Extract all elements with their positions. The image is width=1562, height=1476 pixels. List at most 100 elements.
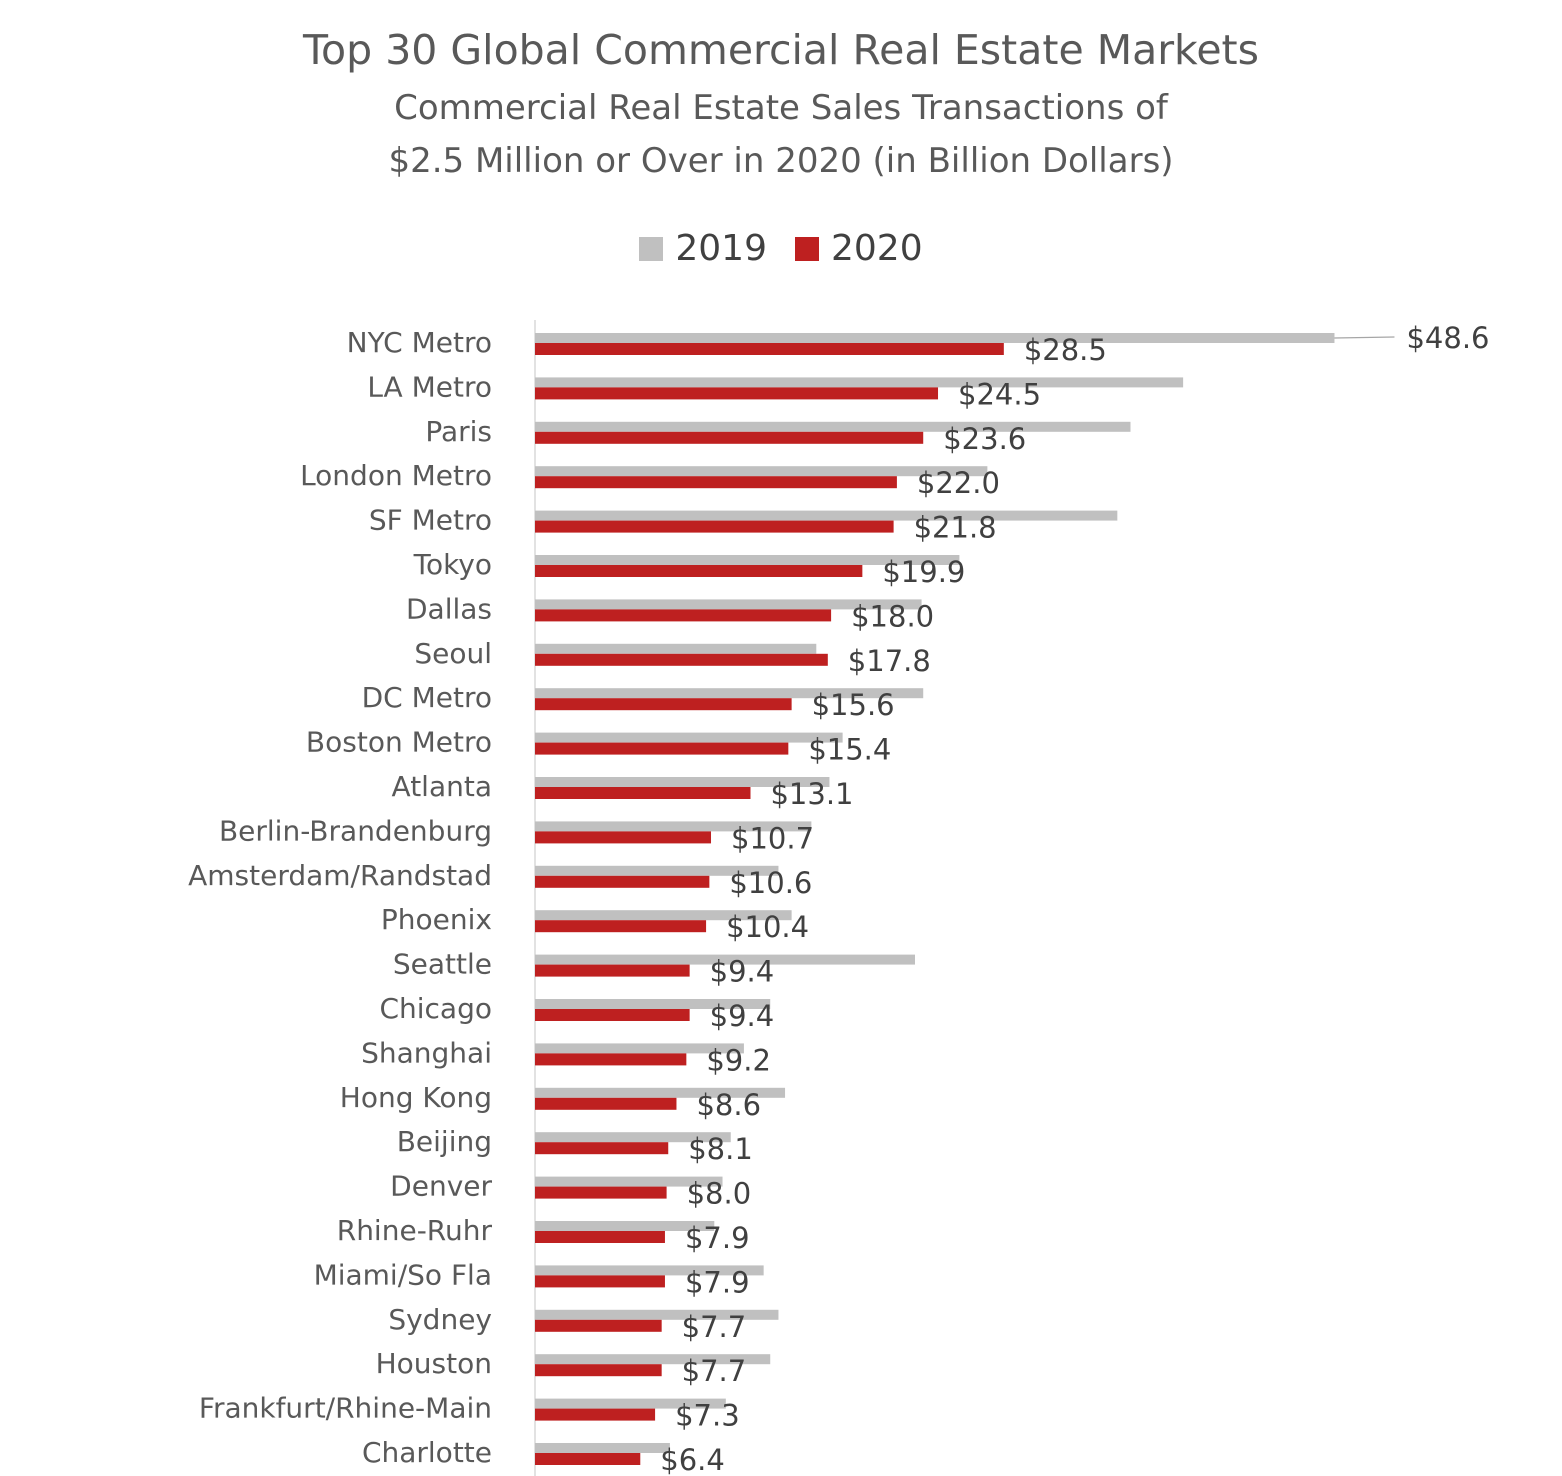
bar-2019 xyxy=(535,1043,744,1054)
value-label-2020: $23.6 xyxy=(943,422,1026,456)
bar-2019 xyxy=(535,599,922,610)
bar-2019 xyxy=(535,1309,779,1320)
bar-2020 xyxy=(535,1364,662,1377)
bar-2019 xyxy=(535,1265,764,1276)
value-label-2020: $10.6 xyxy=(729,866,812,900)
bar-2019 xyxy=(535,688,924,699)
value-label-2020: $7.3 xyxy=(675,1399,740,1433)
bar-2020 xyxy=(535,1142,669,1155)
value-label-2020: $15.6 xyxy=(812,688,895,722)
category-label: Rhine-Ruhr xyxy=(337,1214,493,1247)
category-label: Berlin-Brandenburg xyxy=(219,814,492,847)
category-label: London Metro xyxy=(300,459,492,492)
bar-2020 xyxy=(535,1408,656,1421)
chart-subtitle-line-1: Commercial Real Estate Sales Transaction… xyxy=(394,88,1168,128)
bar-2020 xyxy=(535,387,939,400)
value-label-2020: $21.8 xyxy=(914,511,997,545)
category-label: NYC Metro xyxy=(347,326,492,359)
bar-2020 xyxy=(535,476,897,489)
bar-2019 xyxy=(535,555,960,565)
bar-2019 xyxy=(535,1443,670,1453)
legend: 2019 2020 xyxy=(0,228,1562,269)
value-label-2020: $7.9 xyxy=(685,1265,750,1299)
value-label-2020: $8.1 xyxy=(688,1132,753,1166)
bar-2020 xyxy=(535,653,828,666)
bar-2019 xyxy=(535,954,915,965)
bar-2019 xyxy=(535,377,1184,388)
value-label-2020: $6.4 xyxy=(660,1443,725,1476)
bar-2020 xyxy=(535,1009,690,1021)
category-label: Houston xyxy=(376,1347,492,1380)
bar-2020 xyxy=(535,1231,665,1243)
value-label-2020: $7.9 xyxy=(685,1221,750,1255)
category-label: Miami/So Fla xyxy=(314,1258,492,1291)
bar-2019 xyxy=(535,777,830,787)
bar-2019 xyxy=(535,510,1118,521)
category-label: Denver xyxy=(390,1170,492,1203)
bar-2019 xyxy=(535,821,812,832)
bar-2019 xyxy=(535,1087,786,1098)
bar-2019 xyxy=(535,732,843,743)
bar-2020 xyxy=(535,431,924,444)
value-label-2020: $15.4 xyxy=(808,733,891,767)
bar-2020 xyxy=(535,1053,687,1066)
value-label-2020: $9.2 xyxy=(706,1043,771,1077)
bar-2020 xyxy=(535,565,863,577)
callout-label-2019: $48.6 xyxy=(1406,321,1489,355)
category-label: DC Metro xyxy=(362,681,492,714)
bar-2020 xyxy=(535,1453,641,1465)
bar-2019 xyxy=(535,421,1131,432)
bar-2020 xyxy=(535,831,712,844)
value-label-2020: $18.0 xyxy=(851,599,934,633)
bar-2020 xyxy=(535,875,710,888)
bar-2020 xyxy=(535,698,792,711)
category-label: LA Metro xyxy=(367,370,492,403)
value-label-2020: $8.6 xyxy=(696,1088,761,1122)
legend-swatch-2019 xyxy=(639,236,664,261)
bar-2020 xyxy=(535,920,707,933)
category-label: Hong Kong xyxy=(340,1081,492,1114)
chart-subtitle-line-2: $2.5 Million or Over in 2020 (in Billion… xyxy=(388,141,1174,181)
bar-2020 xyxy=(535,1186,667,1199)
category-label: Seattle xyxy=(393,948,492,981)
value-label-2020: $7.7 xyxy=(682,1310,747,1344)
value-label-2020: $9.4 xyxy=(710,955,775,989)
category-label: Paris xyxy=(425,415,492,448)
value-label-2020: $10.7 xyxy=(731,821,814,855)
category-label: Seoul xyxy=(414,637,492,670)
legend-item-2020: 2020 xyxy=(795,228,923,269)
value-label-2020: $8.0 xyxy=(687,1177,752,1211)
category-label: Chicago xyxy=(379,992,492,1025)
value-label-2020: $22.0 xyxy=(917,466,1000,500)
legend-label-2020: 2020 xyxy=(831,228,923,269)
value-label-2020: $10.4 xyxy=(726,910,809,944)
bar-2019 xyxy=(535,1354,771,1365)
category-label: Dallas xyxy=(406,592,492,625)
legend-label-2019: 2019 xyxy=(675,228,767,269)
bar-2019 xyxy=(535,1221,715,1231)
bar-2019 xyxy=(535,333,1335,343)
bar-2020 xyxy=(535,742,789,755)
category-label: Phoenix xyxy=(381,903,492,936)
value-label-2020: $13.1 xyxy=(770,777,853,811)
bar-2020 xyxy=(535,1097,677,1110)
bar-2019 xyxy=(535,1132,731,1143)
bar-2019 xyxy=(535,1176,723,1187)
bar-2020 xyxy=(535,1319,662,1332)
bar-2020 xyxy=(535,787,751,799)
category-label: Boston Metro xyxy=(306,726,492,759)
bar-2020 xyxy=(535,1275,665,1288)
category-label: Shanghai xyxy=(361,1036,492,1069)
bar-2020 xyxy=(535,343,1004,355)
bar-2019 xyxy=(535,865,779,876)
bar-2019 xyxy=(535,466,988,477)
bar-2019 xyxy=(535,999,771,1009)
legend-swatch-2020 xyxy=(795,236,819,261)
value-label-2020: $19.9 xyxy=(882,555,965,589)
category-label: Beijing xyxy=(397,1125,492,1158)
callout-leader-line xyxy=(1334,336,1395,339)
bar-2019 xyxy=(535,910,792,921)
value-label-2020: $28.5 xyxy=(1024,333,1107,367)
